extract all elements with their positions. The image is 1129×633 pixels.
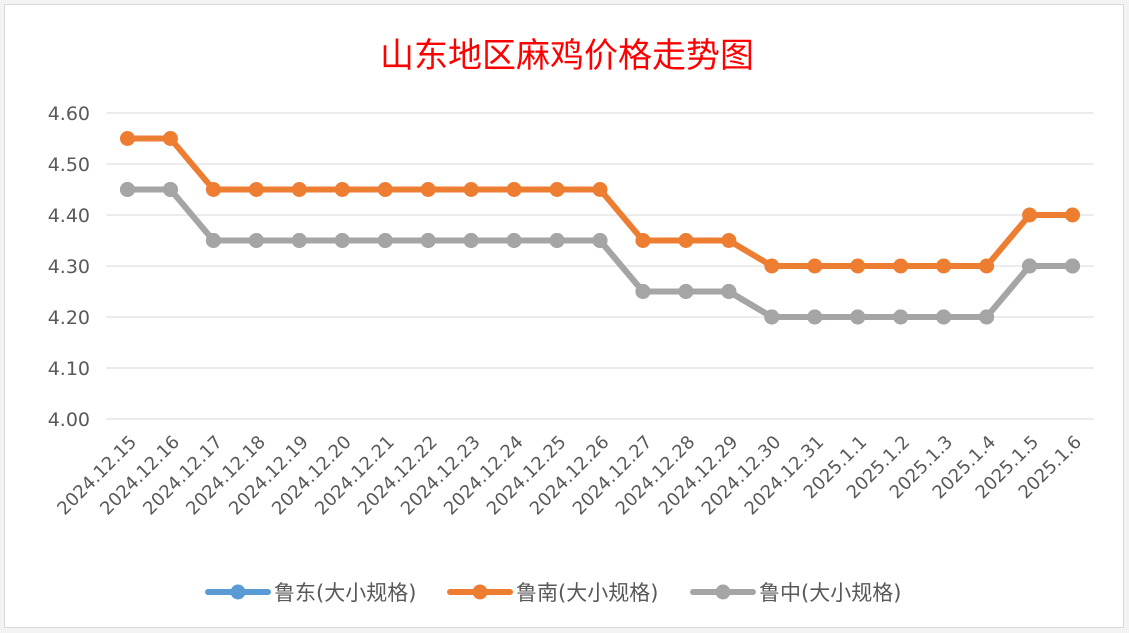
- data-point: [893, 258, 909, 274]
- data-point: [162, 131, 178, 146]
- data-point: [807, 309, 823, 325]
- data-point: [678, 284, 694, 299]
- y-tick-label: 4.30: [48, 256, 90, 278]
- data-point: [850, 258, 866, 274]
- data-point: [463, 233, 479, 248]
- line-chart: 山东地区麻鸡价格走势图 4.00 4.10 4.20 4.30 4.40 4.50 4.60…: [48, 36, 1094, 605]
- data-point: [850, 309, 866, 325]
- data-point: [463, 182, 479, 197]
- data-point: [678, 233, 694, 248]
- data-point: [377, 182, 393, 197]
- data-point: [205, 182, 221, 197]
- data-point: [936, 309, 952, 325]
- legend-item: 鲁南(大小规格): [447, 581, 658, 605]
- y-tick-label: 4.40: [48, 205, 90, 227]
- data-point: [506, 233, 522, 248]
- series-group: [119, 131, 1081, 325]
- data-point: [248, 182, 264, 197]
- data-point: [291, 182, 307, 197]
- data-point: [592, 233, 608, 248]
- data-point: [1065, 258, 1081, 274]
- data-point: [979, 258, 995, 274]
- legend-label: 鲁南(大小规格): [516, 581, 658, 605]
- data-point: [205, 233, 221, 248]
- data-point: [764, 258, 780, 274]
- data-point: [334, 233, 350, 248]
- legend-label: 鲁中(大小规格): [759, 581, 901, 605]
- data-point: [549, 233, 565, 248]
- data-point: [764, 309, 780, 325]
- data-point: [291, 233, 307, 248]
- data-point: [635, 233, 651, 248]
- data-point: [635, 284, 651, 299]
- legend: 鲁东(大小规格) 鲁南(大小规格) 鲁中(大小规格): [205, 581, 901, 605]
- data-point: [979, 309, 995, 325]
- data-point: [248, 233, 264, 248]
- y-tick-label: 4.00: [48, 409, 90, 431]
- series-1: [119, 182, 1081, 325]
- data-point: [549, 182, 565, 197]
- data-point: [377, 233, 393, 248]
- data-point: [119, 182, 135, 197]
- data-point: [592, 182, 608, 197]
- data-point: [1022, 207, 1038, 223]
- legend-marker: [472, 584, 488, 600]
- legend-item: 鲁东(大小规格): [205, 581, 416, 605]
- gridlines: [106, 112, 1094, 420]
- y-tick-label: 4.20: [48, 307, 90, 329]
- legend-marker: [230, 584, 246, 600]
- series-line: [124, 186, 1076, 320]
- data-point: [893, 309, 909, 325]
- data-point: [721, 233, 737, 248]
- data-point: [1065, 207, 1081, 223]
- data-point: [162, 182, 178, 197]
- chart-area: 山东地区麻鸡价格走势图 4.00 4.10 4.20 4.30 4.40 4.50 4.60…: [4, 4, 1124, 628]
- data-point: [807, 258, 823, 274]
- data-point: [1022, 258, 1038, 274]
- y-tick-label: 4.50: [48, 154, 90, 176]
- data-point: [119, 131, 135, 146]
- series-3: [119, 182, 1081, 325]
- chart-title: 山东地区麻鸡价格走势图: [380, 36, 754, 76]
- legend-marker: [715, 584, 731, 600]
- y-tick-label: 4.10: [48, 358, 90, 380]
- legend-label: 鲁东(大小规格): [274, 581, 416, 605]
- data-point: [936, 258, 952, 274]
- x-axis: 2024.12.152024.12.162024.12.172024.12.18…: [53, 432, 1086, 520]
- data-point: [420, 182, 436, 197]
- data-point: [334, 182, 350, 197]
- y-tick-label: 4.60: [48, 103, 90, 125]
- series-2: [119, 131, 1081, 274]
- data-point: [420, 233, 436, 248]
- series-line: [124, 186, 1076, 320]
- data-point: [721, 284, 737, 299]
- legend-item: 鲁中(大小规格): [690, 581, 901, 605]
- y-axis: 4.00 4.10 4.20 4.30 4.40 4.50 4.60: [48, 103, 90, 431]
- data-point: [506, 182, 522, 197]
